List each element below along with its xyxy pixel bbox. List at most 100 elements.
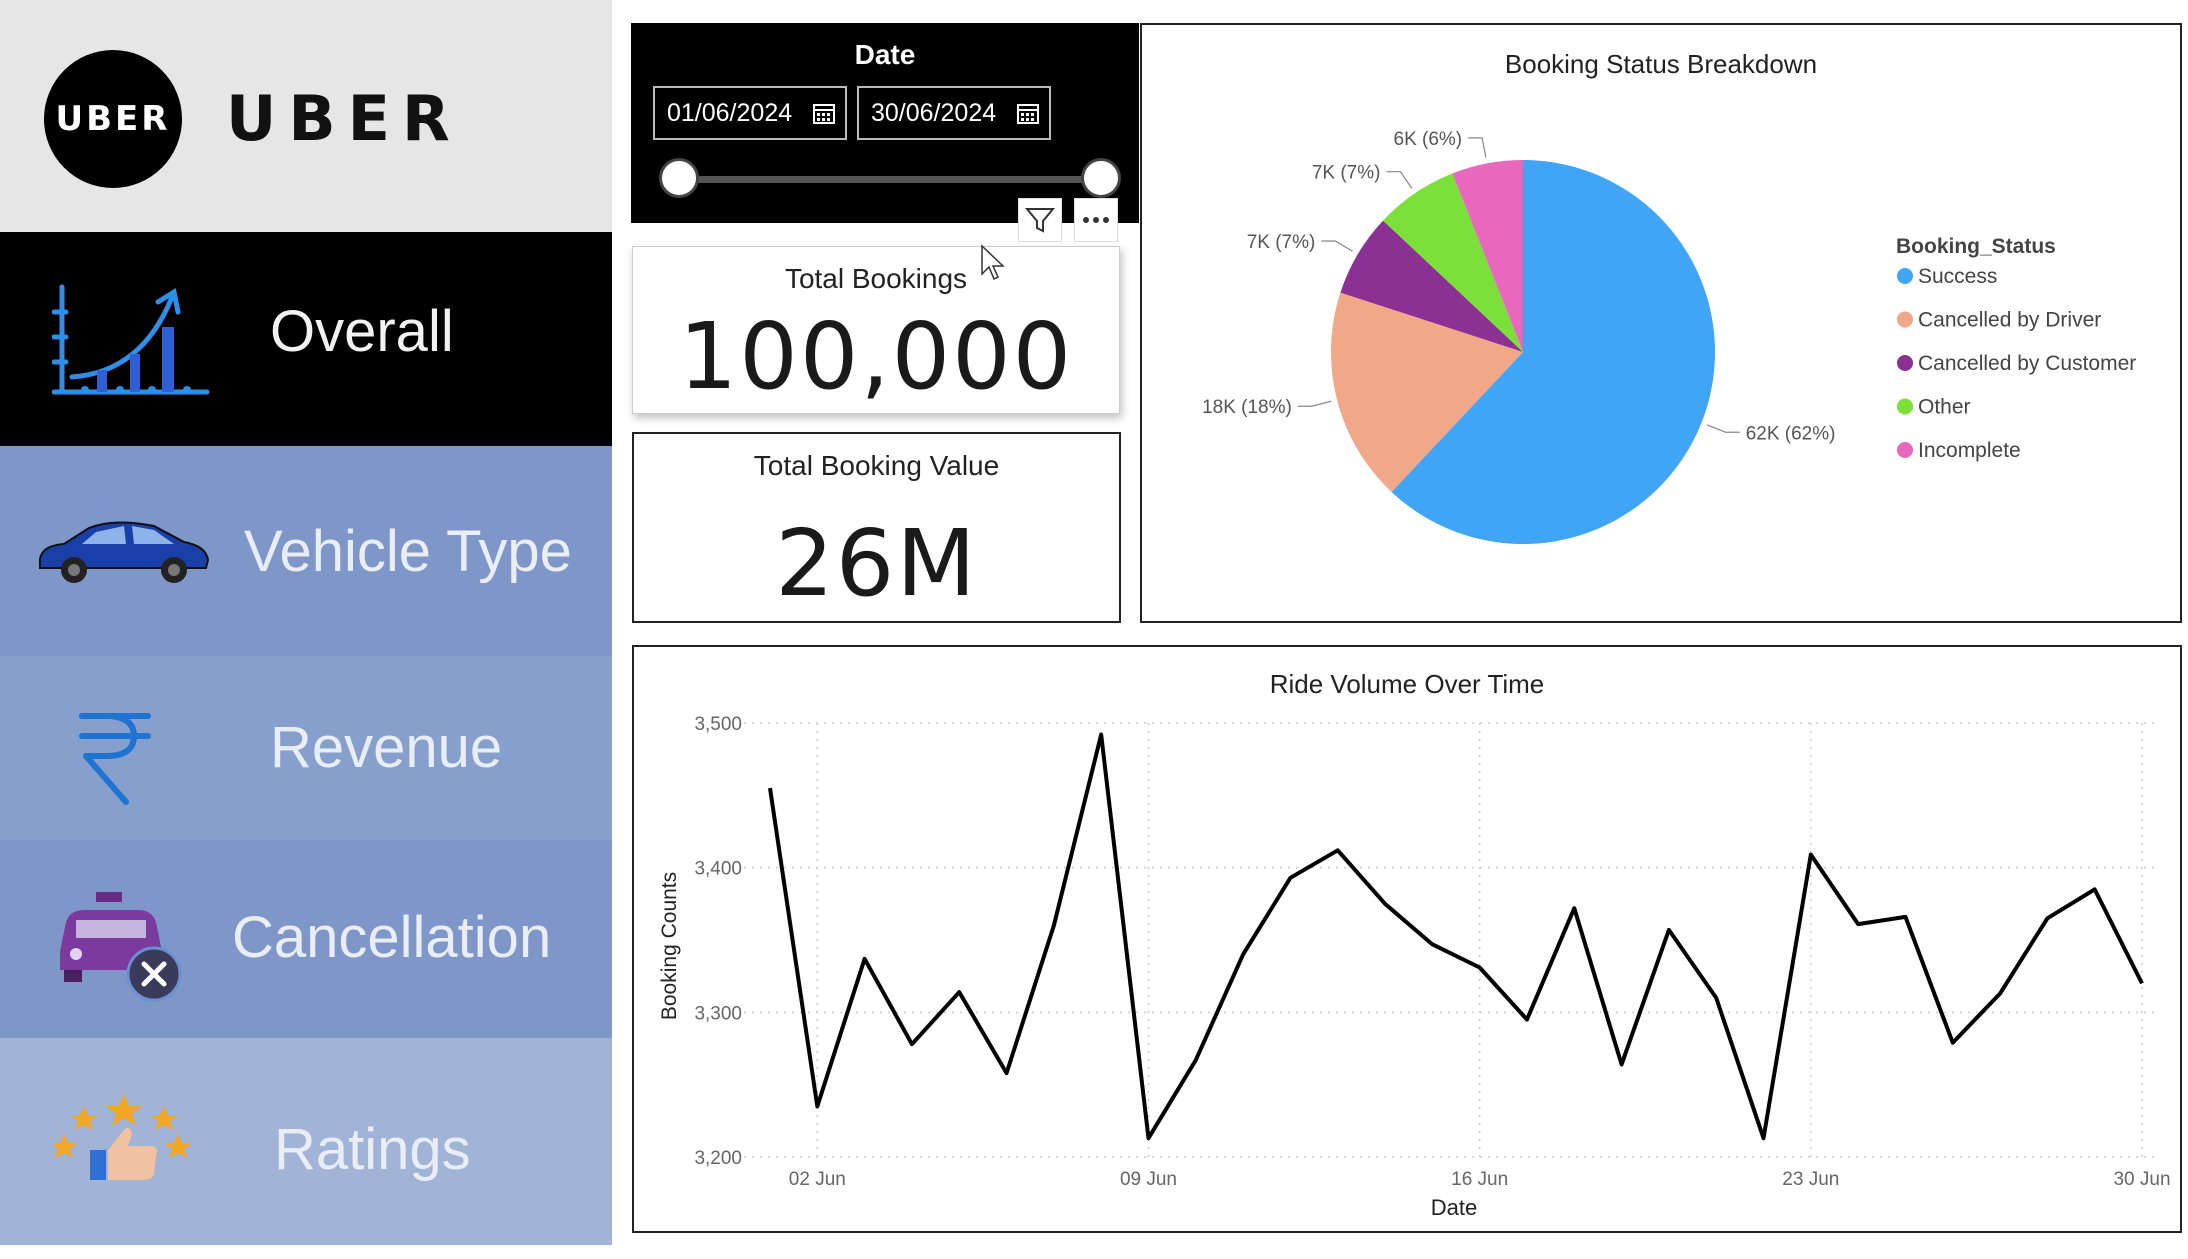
line-data-point[interactable]	[956, 989, 962, 995]
line-data-point[interactable]	[1713, 995, 1719, 1001]
x-tick-label: 02 Jun	[789, 1169, 846, 1190]
more-options-button[interactable]	[1074, 198, 1118, 242]
line-data-point[interactable]	[1382, 901, 1388, 907]
filter-button[interactable]	[1018, 198, 1062, 242]
more-options-icon	[1083, 217, 1109, 223]
line-data-point[interactable]	[1808, 852, 1814, 858]
pie-data-label: 62K (62%)	[1746, 423, 1836, 444]
y-tick-label: 3,500	[694, 714, 742, 735]
line-data-point[interactable]	[1429, 941, 1435, 947]
legend-item[interactable]: Cancelled by Driver	[1918, 309, 2101, 332]
ride-volume-chart: Ride Volume Over Time 3,200 3,300 3,400 3,5…	[632, 645, 2182, 1233]
date-range-end-handle[interactable]	[1081, 158, 1121, 198]
pie-slice-cancelled-by-driver[interactable]	[1331, 292, 1523, 492]
line-data-point[interactable]	[1761, 1135, 1767, 1141]
legend-swatch	[1897, 398, 1913, 415]
pie-leader-line	[1706, 424, 1740, 433]
brand-area: UBER UBER	[0, 0, 612, 232]
growth-chart-icon	[52, 284, 210, 395]
date-slicer-title: Date	[854, 39, 916, 70]
pie-data-label: 7K (7%)	[1312, 163, 1381, 184]
line-data-point[interactable]	[1193, 1057, 1199, 1063]
calendar-icon[interactable]	[813, 102, 835, 124]
start-date-value: 01/06/2024	[667, 98, 793, 127]
nav-item-ratings[interactable]: Ratings	[0, 1038, 612, 1245]
start-date-input[interactable]: 01/06/2024	[653, 86, 847, 140]
y-tick-label: 3,400	[694, 859, 742, 880]
line-data-point[interactable]	[2092, 886, 2098, 892]
booking-count-line[interactable]	[768, 732, 2144, 1141]
date-range-start-handle[interactable]	[659, 158, 699, 198]
x-tick-label: 16 Jun	[1451, 1169, 1508, 1190]
total-booking-value-card: Total Booking Value 26M	[632, 432, 1121, 623]
line-data-point[interactable]	[767, 785, 773, 791]
line-data-point[interactable]	[1666, 927, 1672, 933]
line-data-point[interactable]	[1950, 1040, 1956, 1046]
date-slicer: Date 01/06/2024 30/06/2024	[631, 23, 1139, 223]
x-tick-label: 30 Jun	[2113, 1169, 2170, 1190]
pie-chart-title: Booking Status Breakdown	[1504, 49, 1818, 79]
line-data-point[interactable]	[1619, 1061, 1625, 1067]
pie-chart: 62K (62%) 18K (18%) 7K (7%) 7K (7%) 6K (6%) B…	[1202, 129, 2136, 544]
total-bookings-title: Total Bookings	[784, 263, 968, 294]
pie-leader-line	[1297, 400, 1332, 407]
pie-leader-line	[1321, 240, 1353, 252]
nav-item-revenue[interactable]: Revenue	[0, 656, 612, 840]
legend-item[interactable]: Other	[1918, 396, 1971, 419]
pie-slice-success[interactable]	[1391, 160, 1715, 544]
line-data-point[interactable]	[1051, 923, 1057, 929]
pie-data-label: 18K (18%)	[1202, 397, 1292, 418]
line-data-point[interactable]	[1902, 914, 1908, 920]
pie-slice-cancelled-by-customer[interactable]	[1340, 220, 1523, 352]
nav-item-overall[interactable]: Overall	[0, 232, 612, 446]
legend-swatch	[1897, 311, 1913, 328]
thumbs-up-stars-icon	[54, 1094, 192, 1180]
nav-item-cancellation[interactable]: Cancellation	[0, 840, 612, 1038]
filter-icon	[1025, 208, 1055, 233]
line-data-point[interactable]	[1004, 1070, 1010, 1076]
line-data-point[interactable]	[1477, 964, 1483, 970]
line-data-point[interactable]	[814, 1103, 820, 1109]
line-data-point[interactable]	[1524, 1017, 1530, 1023]
pie-leader-line	[1468, 137, 1487, 158]
x-tick-label: 23 Jun	[1782, 1169, 1839, 1190]
uber-logo: UBER	[44, 50, 182, 188]
line-data-point[interactable]	[1571, 905, 1577, 911]
nav-item-vehicle-type[interactable]: Vehicle Type	[0, 446, 612, 656]
line-data-point[interactable]	[1098, 732, 1104, 738]
sidebar: UBER UBER Overall	[0, 0, 612, 1245]
line-data-point[interactable]	[2139, 980, 2145, 986]
line-data-point[interactable]	[1240, 951, 1246, 957]
nav-label-cancellation: Cancellation	[232, 905, 552, 970]
line-chart: 3,200 3,300 3,400 3,500 02 Jun 09 Jun 16 Jun 23…	[658, 714, 2171, 1220]
line-data-point[interactable]	[1287, 875, 1293, 881]
total-booking-value-value: 26M	[775, 510, 978, 617]
booking-status-chart: Booking Status Breakdown 62K (62%) 18K (1…	[1140, 23, 2182, 623]
date-range-track[interactable]	[679, 176, 1101, 183]
line-data-point[interactable]	[1335, 847, 1341, 853]
end-date-input[interactable]: 30/06/2024	[857, 86, 1051, 140]
pie-slice-incomplete[interactable]	[1452, 160, 1523, 352]
pie-data-label: 7K (7%)	[1247, 232, 1316, 253]
calendar-icon[interactable]	[1017, 102, 1039, 124]
taxi-cancel-icon	[60, 892, 182, 1002]
line-data-point[interactable]	[862, 956, 868, 962]
brand-wordmark: UBER	[226, 82, 462, 155]
nav-label-overall: Overall	[270, 299, 454, 364]
pie-slice-other[interactable]	[1383, 173, 1523, 352]
y-tick-label: 3,300	[694, 1003, 742, 1024]
end-date-value: 30/06/2024	[871, 98, 997, 127]
legend-item[interactable]: Success	[1918, 265, 1997, 288]
rupee-icon	[79, 713, 151, 805]
legend-item[interactable]: Cancelled by Customer	[1918, 352, 2136, 375]
line-data-point[interactable]	[1145, 1135, 1151, 1141]
legend-item[interactable]: Incomplete	[1918, 439, 2021, 462]
y-axis-label: Booking Counts	[658, 872, 681, 1020]
line-data-point[interactable]	[2044, 915, 2050, 921]
total-booking-value-title: Total Booking Value	[753, 450, 1000, 481]
line-data-point[interactable]	[1997, 991, 2003, 997]
line-chart-title: Ride Volume Over Time	[1269, 669, 1545, 699]
line-data-point[interactable]	[1855, 921, 1861, 927]
legend-swatch	[1897, 268, 1913, 284]
line-data-point[interactable]	[909, 1041, 915, 1047]
